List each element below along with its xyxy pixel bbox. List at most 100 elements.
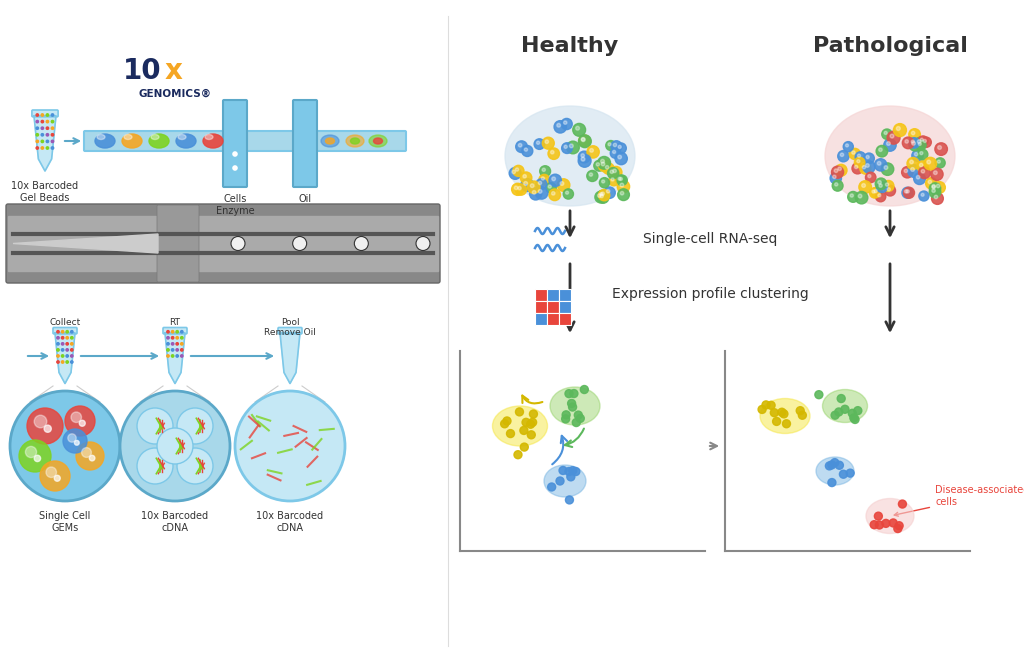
Circle shape (884, 139, 896, 152)
Circle shape (501, 420, 509, 428)
Circle shape (540, 166, 551, 176)
Circle shape (19, 440, 51, 472)
Circle shape (914, 137, 927, 149)
Circle shape (234, 391, 345, 501)
Circle shape (66, 355, 69, 357)
Circle shape (46, 140, 48, 142)
Circle shape (512, 170, 515, 174)
Circle shape (66, 337, 69, 339)
Circle shape (920, 163, 923, 167)
Circle shape (907, 157, 920, 169)
Bar (547, 301, 559, 313)
Circle shape (537, 141, 540, 144)
Circle shape (46, 467, 56, 478)
Circle shape (568, 403, 577, 411)
Polygon shape (55, 333, 75, 384)
Circle shape (929, 186, 941, 198)
Circle shape (598, 194, 601, 197)
Circle shape (887, 131, 900, 144)
Circle shape (557, 178, 570, 192)
Circle shape (851, 415, 859, 424)
Circle shape (180, 331, 183, 333)
Circle shape (879, 184, 883, 187)
Circle shape (867, 174, 871, 178)
Circle shape (171, 355, 174, 357)
Circle shape (890, 134, 894, 138)
Ellipse shape (369, 135, 387, 147)
Circle shape (911, 142, 915, 145)
Circle shape (567, 473, 574, 481)
Circle shape (599, 178, 609, 188)
Circle shape (848, 192, 858, 202)
Circle shape (909, 139, 922, 151)
Ellipse shape (326, 138, 335, 144)
Circle shape (884, 131, 887, 134)
Circle shape (935, 143, 947, 155)
Circle shape (66, 361, 69, 363)
Circle shape (615, 143, 627, 154)
Circle shape (171, 342, 174, 345)
Circle shape (916, 175, 920, 179)
Ellipse shape (493, 406, 548, 446)
Circle shape (861, 184, 865, 188)
Text: Single Cell
GEMs: Single Cell GEMs (39, 511, 91, 533)
Circle shape (34, 455, 41, 462)
Circle shape (877, 146, 888, 157)
Circle shape (611, 178, 614, 181)
Ellipse shape (150, 134, 169, 148)
Circle shape (894, 123, 906, 136)
Circle shape (852, 163, 863, 174)
Circle shape (618, 145, 622, 148)
Circle shape (523, 174, 526, 178)
Circle shape (536, 187, 548, 199)
Circle shape (921, 137, 931, 148)
Circle shape (561, 415, 569, 423)
Circle shape (866, 155, 869, 159)
Circle shape (610, 141, 622, 152)
Circle shape (572, 419, 581, 426)
Circle shape (535, 139, 545, 150)
Circle shape (34, 415, 47, 428)
FancyBboxPatch shape (163, 327, 187, 334)
Circle shape (857, 154, 860, 157)
Circle shape (901, 167, 913, 178)
Circle shape (910, 167, 914, 171)
Circle shape (878, 194, 881, 197)
Bar (535, 289, 547, 301)
Circle shape (590, 148, 594, 152)
Circle shape (878, 180, 882, 184)
Circle shape (854, 157, 865, 168)
Circle shape (82, 447, 91, 457)
Circle shape (579, 135, 591, 147)
Circle shape (522, 419, 530, 426)
FancyArrowPatch shape (522, 396, 543, 403)
Circle shape (176, 337, 178, 339)
Circle shape (41, 113, 44, 116)
Bar (559, 301, 571, 313)
Ellipse shape (124, 134, 132, 140)
Circle shape (549, 189, 560, 201)
Circle shape (873, 190, 878, 193)
Circle shape (526, 420, 535, 428)
Circle shape (36, 140, 39, 142)
Circle shape (581, 386, 589, 394)
Circle shape (564, 145, 567, 148)
FancyBboxPatch shape (84, 131, 406, 151)
Circle shape (66, 342, 69, 345)
Circle shape (10, 391, 120, 501)
Circle shape (542, 177, 545, 180)
Circle shape (838, 150, 849, 162)
Circle shape (565, 496, 573, 504)
Circle shape (889, 519, 897, 527)
Text: Cells
Enzyme: Cells Enzyme (216, 194, 254, 216)
Circle shape (514, 451, 522, 459)
Circle shape (180, 349, 183, 351)
Circle shape (924, 157, 937, 170)
Circle shape (559, 466, 567, 474)
Text: x: x (165, 57, 183, 85)
Circle shape (41, 127, 44, 129)
Circle shape (902, 137, 914, 149)
Circle shape (858, 194, 862, 198)
Circle shape (51, 121, 53, 123)
Text: Disease-associated
cells: Disease-associated cells (894, 485, 1024, 516)
